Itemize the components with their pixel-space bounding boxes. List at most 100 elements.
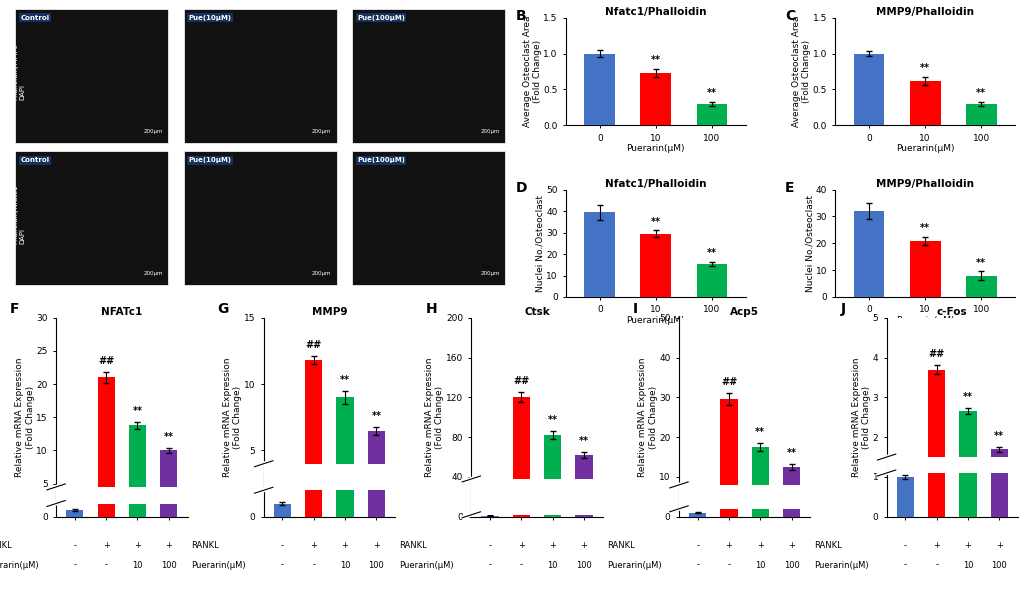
- Title: MMP9/Phalloidin: MMP9/Phalloidin: [875, 179, 973, 189]
- Text: 10: 10: [962, 561, 972, 570]
- Text: **: **: [706, 89, 716, 99]
- Text: -: -: [488, 541, 491, 549]
- Title: Acp5: Acp5: [730, 307, 758, 317]
- Text: +: +: [932, 541, 940, 549]
- Text: +: +: [548, 541, 555, 549]
- Text: -: -: [727, 561, 730, 570]
- Text: Puerarin(μM): Puerarin(μM): [0, 561, 39, 570]
- Text: Phalloidin/Nfatc1
DAPI: Phalloidin/Nfatc1 DAPI: [13, 184, 25, 244]
- Text: 10: 10: [754, 561, 765, 570]
- Text: RANKL: RANKL: [813, 541, 842, 549]
- Text: ##: ##: [98, 356, 114, 366]
- Text: **: **: [132, 406, 143, 416]
- Title: NFATc1: NFATc1: [101, 307, 143, 317]
- Text: +: +: [580, 541, 587, 549]
- Text: Puerarin(μM): Puerarin(μM): [398, 561, 453, 570]
- Bar: [909, 241, 940, 297]
- Title: Nfatc1/Phalloidin: Nfatc1/Phalloidin: [604, 7, 706, 17]
- Bar: [886, 457, 1017, 473]
- Bar: [751, 447, 768, 517]
- Text: D: D: [516, 181, 527, 195]
- Text: -: -: [105, 561, 108, 570]
- Title: MMP9: MMP9: [312, 307, 346, 317]
- Bar: [128, 425, 146, 517]
- Text: 200μm: 200μm: [144, 271, 163, 276]
- Text: 10: 10: [132, 561, 143, 570]
- Text: **: **: [547, 415, 557, 425]
- Text: +: +: [725, 541, 732, 549]
- Text: -: -: [903, 541, 906, 549]
- Text: 100: 100: [576, 561, 591, 570]
- Bar: [696, 264, 727, 297]
- Text: Puerarin(μM): Puerarin(μM): [606, 561, 660, 570]
- Bar: [989, 449, 1007, 517]
- Text: 200μm: 200μm: [144, 129, 163, 134]
- Y-axis label: Nuclei No./Osteoclast: Nuclei No./Osteoclast: [535, 195, 544, 292]
- Bar: [896, 477, 913, 517]
- Text: -: -: [280, 561, 283, 570]
- Bar: [98, 378, 115, 517]
- Title: Nfatc1/Phalloidin: Nfatc1/Phalloidin: [604, 179, 706, 189]
- Text: +: +: [995, 541, 1002, 549]
- Bar: [160, 450, 177, 517]
- Bar: [965, 104, 996, 125]
- X-axis label: Puerarin(μM): Puerarin(μM): [626, 144, 685, 153]
- Text: RANKL: RANKL: [398, 541, 426, 549]
- Text: ##: ##: [720, 377, 737, 387]
- Bar: [66, 510, 84, 517]
- Text: +: +: [165, 541, 172, 549]
- Text: +: +: [518, 541, 525, 549]
- Bar: [853, 211, 883, 297]
- Text: +: +: [103, 541, 109, 549]
- Text: 10: 10: [547, 561, 557, 570]
- Bar: [584, 212, 614, 297]
- Text: **: **: [994, 431, 1003, 441]
- Text: **: **: [371, 410, 381, 421]
- Text: 200μm: 200μm: [480, 129, 499, 134]
- Text: **: **: [754, 427, 764, 437]
- Text: +: +: [310, 541, 317, 549]
- Text: ##: ##: [306, 340, 322, 350]
- Y-axis label: Relative mRNA Expression
(Fold Change): Relative mRNA Expression (Fold Change): [15, 358, 35, 477]
- Text: **: **: [962, 392, 972, 402]
- Bar: [56, 487, 187, 504]
- Bar: [958, 411, 975, 517]
- Text: -: -: [696, 561, 699, 570]
- Text: -: -: [934, 561, 937, 570]
- X-axis label: Puerarin(μM): Puerarin(μM): [626, 316, 685, 325]
- Bar: [719, 399, 737, 517]
- Bar: [352, 9, 504, 143]
- Bar: [15, 9, 168, 143]
- Text: **: **: [786, 448, 796, 458]
- Bar: [513, 397, 530, 517]
- Text: **: **: [919, 64, 929, 73]
- Bar: [575, 455, 592, 517]
- Text: H: H: [425, 302, 436, 316]
- Bar: [543, 435, 560, 517]
- Text: I: I: [633, 302, 638, 316]
- Text: Puerarin(μM): Puerarin(μM): [813, 561, 868, 570]
- Bar: [783, 467, 799, 517]
- Text: Phalloidin/MMP9
DAPI: Phalloidin/MMP9 DAPI: [13, 43, 25, 100]
- Text: -: -: [73, 561, 76, 570]
- Text: Pue(10μM): Pue(10μM): [189, 157, 231, 163]
- Text: **: **: [975, 89, 985, 99]
- Text: **: **: [706, 248, 716, 258]
- Text: **: **: [975, 258, 985, 268]
- Bar: [640, 73, 671, 125]
- Text: 100: 100: [161, 561, 176, 570]
- Text: 200μm: 200μm: [312, 129, 331, 134]
- Bar: [927, 369, 945, 517]
- Y-axis label: Relative mRNA Expression
(Fold Change): Relative mRNA Expression (Fold Change): [851, 358, 870, 477]
- Bar: [696, 104, 727, 125]
- Text: RANKL: RANKL: [606, 541, 634, 549]
- Text: -: -: [696, 541, 699, 549]
- Bar: [274, 504, 290, 517]
- Bar: [305, 360, 322, 517]
- Bar: [183, 151, 336, 285]
- X-axis label: Puerarin(μM): Puerarin(μM): [895, 316, 954, 325]
- Bar: [183, 9, 336, 143]
- Text: 200μm: 200μm: [480, 271, 499, 276]
- Bar: [679, 485, 809, 509]
- Y-axis label: Nuclei No./Osteoclast: Nuclei No./Osteoclast: [804, 195, 813, 292]
